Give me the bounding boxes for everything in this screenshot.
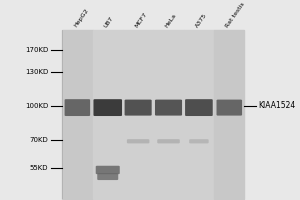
FancyBboxPatch shape [189, 139, 208, 143]
FancyBboxPatch shape [97, 173, 118, 180]
Text: KIAA1524: KIAA1524 [258, 101, 296, 110]
Bar [214, 30, 244, 199]
Text: A375: A375 [195, 12, 208, 28]
FancyBboxPatch shape [93, 99, 122, 116]
Text: 170KD: 170KD [25, 47, 48, 53]
Bar [184, 30, 214, 199]
FancyBboxPatch shape [155, 100, 182, 116]
Text: U87: U87 [103, 15, 115, 28]
Text: HeLa: HeLa [164, 12, 178, 28]
FancyBboxPatch shape [185, 99, 213, 116]
Bar [93, 30, 123, 199]
FancyBboxPatch shape [127, 139, 149, 143]
Text: 70KD: 70KD [30, 137, 48, 143]
Bar [123, 30, 153, 199]
Text: 55KD: 55KD [30, 165, 48, 171]
FancyBboxPatch shape [96, 166, 120, 174]
Text: 100KD: 100KD [25, 103, 48, 109]
Bar [62, 30, 93, 199]
Text: 130KD: 130KD [25, 69, 48, 75]
FancyBboxPatch shape [64, 99, 90, 116]
Text: MCF7: MCF7 [134, 11, 148, 28]
Text: HepG2: HepG2 [73, 8, 90, 28]
FancyBboxPatch shape [217, 100, 242, 116]
FancyBboxPatch shape [124, 100, 152, 116]
FancyBboxPatch shape [157, 139, 180, 143]
Text: Rat testis: Rat testis [225, 1, 246, 28]
Bar [153, 30, 184, 199]
